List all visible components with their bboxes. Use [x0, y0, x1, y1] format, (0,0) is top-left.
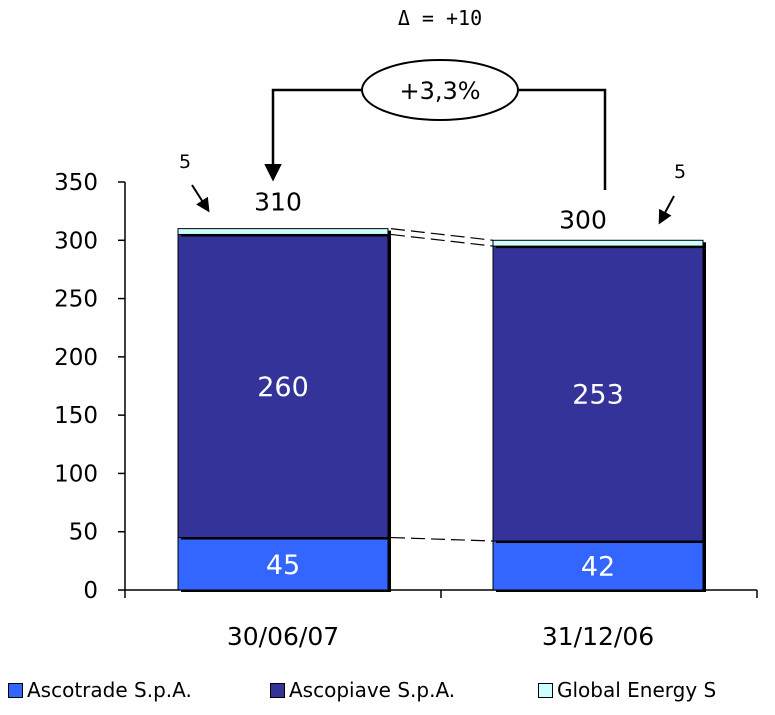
segment-value-label: 42 [581, 552, 615, 583]
total-label: 300 [559, 205, 607, 234]
category-labels: 30/06/07 31/12/06 [227, 622, 654, 651]
y-tick-label: 350 [54, 170, 98, 196]
legend-item: Ascopiave S.p.A. [270, 678, 455, 702]
category-label: 30/06/07 [227, 622, 339, 651]
y-axis-ticks: 0 50 100 150 200 250 300 350 [54, 170, 125, 604]
legend: Ascotrade S.p.A. Ascopiave S.p.A. Global… [8, 678, 775, 708]
bar-segment [177, 233, 389, 539]
bar-segment [492, 239, 704, 247]
delta-label: Δ = +10 [398, 6, 482, 30]
top-segment-label-2: 5 [674, 161, 686, 183]
legend-swatch [8, 682, 23, 698]
y-tick-label: 50 [69, 520, 98, 546]
legend-label: Global Energy S [557, 678, 717, 702]
growth-connector-right [518, 88, 607, 190]
legend-label: Ascotrade S.p.A. [27, 678, 192, 702]
y-tick-label: 250 [54, 287, 98, 313]
legend-item: Global Energy S [538, 678, 716, 702]
growth-connector-left [264, 88, 362, 182]
segment-value-label: 260 [257, 372, 309, 403]
connector-line [390, 228, 494, 241]
y-tick-label: 100 [54, 461, 98, 487]
bars: 45 260 310 42 253 300 [177, 188, 706, 592]
total-label: 310 [254, 188, 302, 217]
y-tick-label: 150 [54, 403, 98, 429]
bar-segment [492, 245, 704, 542]
callout-arrow-2 [658, 195, 675, 225]
category-label: 31/12/06 [542, 622, 654, 651]
growth-label: +3,3% [399, 77, 480, 105]
segment-value-label: 253 [572, 380, 624, 411]
stacked-bar-chart: Δ = +10 +3,3% 0 50 100 150 200 250 300 350 45 26… [54, 6, 758, 651]
top-segment-label-1: 5 [179, 151, 191, 173]
connector-line [390, 536, 494, 542]
segment-value-label: 45 [266, 550, 300, 581]
y-tick-label: 0 [83, 578, 98, 604]
bar-connectors [390, 228, 494, 542]
bar-segment [177, 228, 389, 235]
callout-arrow-1 [191, 184, 210, 213]
legend-swatch [538, 682, 553, 698]
legend-label: Ascopiave S.p.A. [289, 678, 456, 702]
connector-line [390, 233, 494, 247]
y-tick-label: 200 [54, 345, 98, 371]
y-tick-label: 300 [54, 228, 98, 254]
legend-swatch [270, 682, 285, 698]
legend-item: Ascotrade S.p.A. [8, 678, 192, 702]
